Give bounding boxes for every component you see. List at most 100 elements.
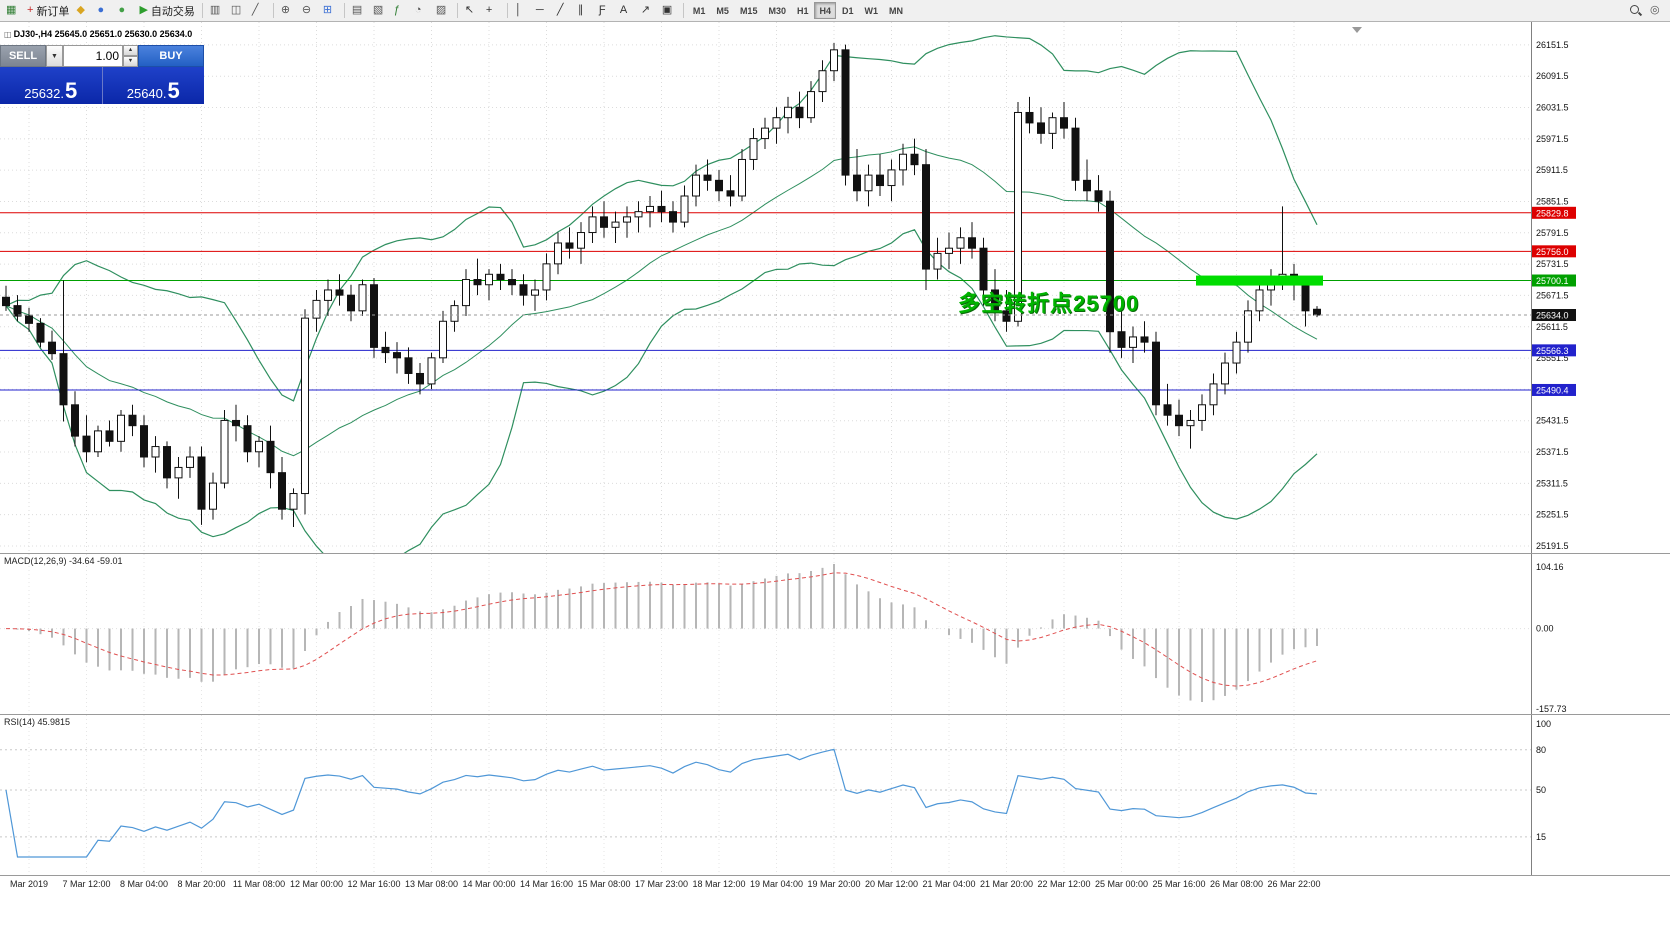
- timeframe-h4-button[interactable]: H4: [814, 2, 836, 19]
- profiles-icon[interactable]: ◆: [73, 2, 93, 20]
- buy-button[interactable]: BUY: [138, 45, 204, 67]
- date-label: 26 Mar 22:00: [1267, 879, 1321, 889]
- periods-icon-glyph: ◔: [414, 4, 422, 16]
- timeframe-m1-button[interactable]: M1: [688, 2, 711, 19]
- indicators-icon[interactable]: ƒ: [391, 2, 411, 20]
- candlestick-chart-icon-glyph: ◫: [230, 4, 242, 16]
- rsi-canvas[interactable]: 100 80 50 15: [0, 715, 1670, 876]
- zoom-in-icon[interactable]: ⊕: [278, 2, 298, 20]
- zoom-in-icon-glyph: ⊕: [280, 4, 291, 16]
- volume-up-button[interactable]: ▲: [123, 45, 138, 56]
- candlestick-chart-icon[interactable]: ◫: [228, 2, 248, 20]
- timeframe-w1-button[interactable]: W1: [860, 2, 884, 19]
- svg-text:26031.5: 26031.5: [1536, 103, 1569, 113]
- vertical-line-icon[interactable]: │: [512, 2, 532, 20]
- macd-canvas[interactable]: 104.16 0.00 -157.73: [0, 554, 1670, 715]
- fibonacci-icon[interactable]: Ƒ: [596, 2, 616, 20]
- zoom-out-icon[interactable]: ⊖: [299, 2, 319, 20]
- magnifier-glyph: [1629, 4, 1642, 17]
- buy-price-button[interactable]: 25640. 5: [102, 67, 204, 104]
- sell-price-button[interactable]: 25632. 5: [0, 67, 102, 104]
- symbol-info: ◫ DJ30-,H4 25645.0 25651.0 25630.0 25634.…: [4, 29, 192, 39]
- svg-text:50: 50: [1536, 785, 1546, 795]
- line-chart-icon[interactable]: ╱: [249, 2, 269, 20]
- macd-label: MACD(12,26,9) -34.64 -59.01: [4, 556, 123, 566]
- search-icon[interactable]: [1626, 2, 1646, 20]
- chat-icon[interactable]: ◎: [1647, 2, 1667, 20]
- volume-down-button[interactable]: ▼: [123, 56, 138, 67]
- templates-icon[interactable]: ▨: [433, 2, 453, 20]
- main-chart-canvas[interactable]: 26151.5 26091.5 26031.5 25971.5 25911.5 25851…: [0, 22, 1670, 553]
- rsi-line: [5, 748, 1318, 858]
- svg-text:-157.73: -157.73: [1536, 704, 1567, 714]
- rsi-label: RSI(14) 45.9815: [4, 717, 71, 727]
- chart-annotation[interactable]: 多空转折点25700: [958, 291, 1140, 316]
- templates-icon-glyph: ▨: [435, 4, 447, 16]
- top-toolbar: ▦ + 新订单 ◆ ● ● ▶ 自动交易 ▥ ◫ ╱ ⊕ ⊖ ⊞ ▤ ▧ ƒ ◔ ▨ ↖ + │ ─ ╱ ∥ Ƒ A ↗ ▣ M1 M5 M1…: [0, 0, 1670, 22]
- new-chart-icon[interactable]: ▦: [3, 2, 23, 20]
- date-label: 15 Mar 08:00: [577, 879, 631, 889]
- date-label: 19 Mar 04:00: [749, 879, 804, 889]
- community-icon[interactable]: ●: [115, 2, 135, 20]
- shapes-tool-icon[interactable]: ▣: [659, 2, 679, 20]
- order-type-dropdown[interactable]: ▼: [46, 45, 63, 67]
- date-label: 12 Mar 16:00: [347, 879, 401, 889]
- svg-text:25311.5: 25311.5: [1536, 478, 1568, 488]
- sell-button[interactable]: SELL: [0, 45, 46, 67]
- autotrade-button[interactable]: ▶ 自动交易: [136, 2, 197, 20]
- date-label: 13 Mar 08:00: [404, 879, 459, 889]
- date-label: 20 Mar 12:00: [864, 879, 919, 889]
- new-chart-icon-glyph: ▦: [6, 4, 17, 16]
- periods-icon[interactable]: ◔: [412, 2, 432, 20]
- zoom-out-icon-glyph: ⊖: [301, 4, 312, 16]
- timeframe-h1-button[interactable]: H1: [792, 2, 814, 19]
- chat-icon-glyph: ◎: [1650, 4, 1660, 16]
- toolbar-separator: [272, 3, 274, 18]
- crosshair-icon[interactable]: +: [483, 2, 503, 20]
- buy-price-main: 25640.: [126, 85, 167, 101]
- date-label: 14 Mar 00:00: [462, 879, 516, 889]
- horizontal-lines[interactable]: [0, 212, 1531, 391]
- toolbar-separator: [506, 3, 508, 18]
- svg-text:25191.5: 25191.5: [1536, 541, 1569, 551]
- date-label: 8 Mar 20:00: [177, 879, 226, 889]
- svg-text:100: 100: [1536, 719, 1551, 729]
- autotrade-button-label: 自动交易: [150, 5, 195, 18]
- date-label: 12 Mar 00:00: [289, 879, 344, 889]
- volume-input[interactable]: [63, 45, 123, 67]
- accounts-icon[interactable]: ●: [94, 2, 114, 20]
- svg-text:25566.3: 25566.3: [1536, 346, 1569, 356]
- autotrade-button-glyph: ▶: [139, 4, 148, 16]
- date-axis[interactable]: Mar 2019 7 Mar 12:00 8 Mar 04:00 8 Mar 20:0…: [0, 875, 1670, 946]
- cascade-windows-icon[interactable]: ▧: [370, 2, 390, 20]
- highlight-rectangle[interactable]: [1196, 275, 1323, 286]
- new-order-button[interactable]: + 新订单: [24, 2, 72, 20]
- svg-text:25634.0: 25634.0: [1536, 311, 1569, 321]
- tile-windows-icon[interactable]: ⊞: [320, 2, 340, 20]
- horizontal-line-icon[interactable]: ─: [533, 2, 553, 20]
- macd-panel: 104.16 0.00 -157.73 MACD(12,26,9) -34.64 -…: [0, 553, 1670, 715]
- timeframe-mn-button[interactable]: MN: [884, 2, 908, 19]
- arrange-windows-icon[interactable]: ▤: [349, 2, 369, 20]
- svg-text:25611.5: 25611.5: [1536, 322, 1568, 332]
- channel-icon[interactable]: ∥: [575, 2, 595, 20]
- arrange-windows-icon-glyph: ▤: [351, 4, 363, 16]
- svg-text:0.00: 0.00: [1536, 624, 1554, 634]
- price-scale[interactable]: 26151.5 26091.5 26031.5 25971.5 25911.5 25851…: [1531, 22, 1577, 553]
- timeframe-m15-button[interactable]: M15: [735, 2, 763, 19]
- cascade-windows-icon-glyph: ▧: [372, 4, 384, 16]
- timeframe-d1-button[interactable]: D1: [837, 2, 859, 19]
- timeframe-m30-button[interactable]: M30: [763, 2, 791, 19]
- text-tool-icon[interactable]: A: [617, 2, 637, 20]
- arrows-tool-icon[interactable]: ↗: [638, 2, 658, 20]
- sell-price-main: 25632.: [24, 85, 64, 101]
- trendline-icon[interactable]: ╱: [554, 2, 574, 20]
- bar-chart-icon[interactable]: ▥: [207, 2, 227, 20]
- cursor-icon[interactable]: ↖: [462, 2, 482, 20]
- chart-shift-marker[interactable]: [1352, 27, 1362, 33]
- symbol-info-text: DJ30-,H4 25645.0 25651.0 25630.0 25634.0: [13, 29, 193, 39]
- date-label: 7 Mar 12:00: [62, 879, 111, 889]
- svg-text:80: 80: [1536, 745, 1546, 755]
- timeframe-m5-button[interactable]: M5: [711, 2, 734, 19]
- new-order-button-label: 新订单: [36, 5, 70, 18]
